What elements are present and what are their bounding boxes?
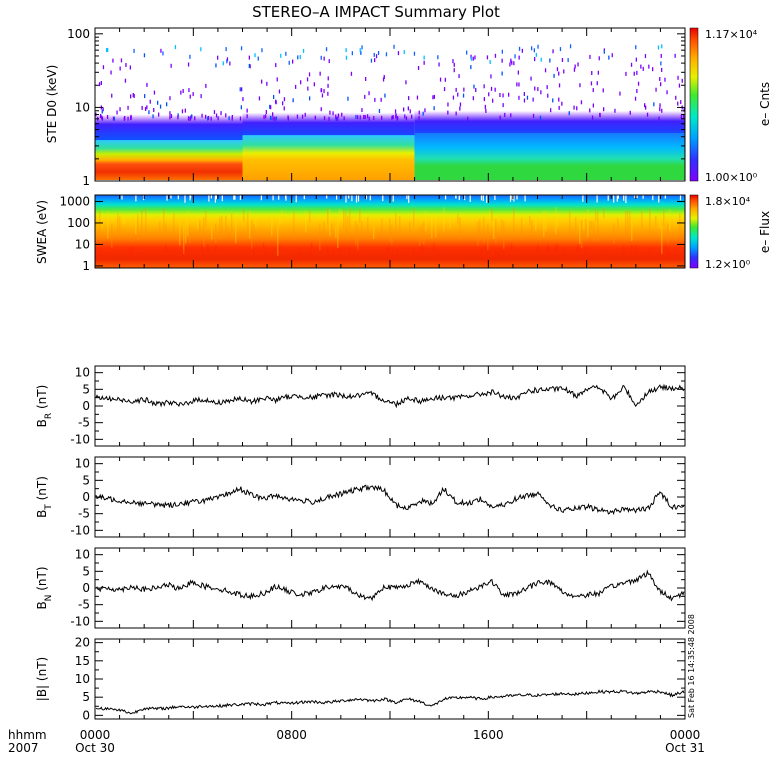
bt-plot-frame bbox=[94, 456, 686, 538]
swea-spectrogram bbox=[95, 195, 687, 268]
bt-y-axis: 10 5 0 -5 -10 bbox=[70, 457, 685, 537]
y-tick-label: 10 bbox=[75, 548, 90, 562]
ste-d0-y-tick-label: 100 bbox=[67, 27, 90, 41]
y-tick-label: 5 bbox=[82, 690, 90, 704]
x-tick-date-label: Oct 31 bbox=[665, 741, 705, 755]
swea-colorbar-label: e– Flux bbox=[758, 211, 772, 253]
y-tick-label: 0 bbox=[82, 708, 90, 722]
ste-d0-y-tick-label: 10 bbox=[75, 100, 90, 114]
ste-d0-y-axis: 1 10 100 bbox=[67, 27, 685, 188]
x-tick-label: 0000 bbox=[670, 728, 701, 742]
bmag-y-axis: 20 15 10 5 0 bbox=[75, 636, 685, 722]
br-plot-frame bbox=[94, 365, 686, 447]
ste-d0-spectrogram bbox=[95, 44, 685, 180]
ste-d0-colorbar-min: 1.00×10⁰ bbox=[705, 171, 758, 184]
x-axis-year-label: 2007 bbox=[8, 741, 39, 755]
bt-panel: 10 5 0 -5 -10 BT (nT) bbox=[35, 456, 686, 538]
generation-timestamp: Sat Feb 16 14:35:48 2008 bbox=[687, 614, 696, 718]
y-tick-label: -5 bbox=[78, 598, 90, 612]
swea-y-tick-label: 1000 bbox=[59, 194, 90, 208]
ste-d0-colorbar-max: 1.17×10⁴ bbox=[705, 28, 758, 41]
ste-d0-colorbar bbox=[689, 27, 699, 182]
bmag-plot-frame bbox=[94, 638, 686, 720]
y-tick-label: -10 bbox=[70, 523, 90, 537]
swea-colorbar-max: 1.8×10⁴ bbox=[705, 195, 751, 208]
x-tick-label: 0800 bbox=[276, 728, 307, 742]
br-panel: 10 5 0 -5 -10 BR (nT) bbox=[35, 365, 686, 447]
y-tick-label: 5 bbox=[82, 473, 90, 487]
br-y-label: BR (nT) bbox=[35, 385, 54, 428]
y-tick-label: 0 bbox=[82, 490, 90, 504]
ste-d0-y-tick-label: 1 bbox=[82, 174, 90, 188]
y-tick-label: -5 bbox=[78, 507, 90, 521]
x-axis-row-label: hhmm bbox=[8, 728, 47, 742]
br-y-axis: 10 5 0 -5 -10 bbox=[70, 366, 685, 446]
x-tick-label: 0000 bbox=[80, 728, 111, 742]
swea-panel: 1 10 100 1000 SWEA (eV) 1.8×10⁴ 1.2×10⁰ e– … bbox=[35, 194, 772, 272]
y-tick-label: 10 bbox=[75, 457, 90, 471]
x-tick-date-label: Oct 30 bbox=[75, 741, 115, 755]
swea-y-tick-label: 1 bbox=[82, 259, 90, 273]
swea-colorbar-min: 1.2×10⁰ bbox=[705, 258, 751, 271]
bn-series-line bbox=[95, 569, 685, 602]
ste-d0-panel: 1 10 100 STE D0 (keV) 1.17×10⁴ 1.00×10⁰ e–… bbox=[45, 27, 772, 188]
x-tick-label: 1600 bbox=[473, 728, 504, 742]
swea-colorbar bbox=[689, 194, 699, 269]
y-tick-label: 5 bbox=[82, 564, 90, 578]
y-tick-label: 15 bbox=[75, 654, 90, 668]
y-tick-label: 0 bbox=[82, 581, 90, 595]
swea-y-label: SWEA (eV) bbox=[35, 200, 49, 264]
y-tick-label: 20 bbox=[75, 636, 90, 650]
bn-y-axis: 10 5 0 -5 -10 bbox=[70, 548, 685, 628]
bn-panel: 10 5 0 -5 -10 BN (nT) bbox=[35, 547, 686, 629]
bt-series-line bbox=[95, 484, 685, 516]
ste-d0-colorbar-label: e– Cnts bbox=[758, 82, 772, 126]
figure-title: STEREO–A IMPACT Summary Plot bbox=[252, 3, 500, 21]
ste-d0-y-label: STE D0 (keV) bbox=[45, 65, 59, 144]
y-tick-label: -10 bbox=[70, 432, 90, 446]
bn-y-label: BN (nT) bbox=[35, 566, 54, 609]
y-tick-label: 10 bbox=[75, 672, 90, 686]
y-tick-label: -5 bbox=[78, 416, 90, 430]
y-tick-label: 0 bbox=[82, 399, 90, 413]
swea-y-tick-label: 100 bbox=[67, 216, 90, 230]
swea-y-tick-label: 10 bbox=[75, 237, 90, 251]
bmag-y-label: |B| (nT) bbox=[35, 657, 49, 701]
bt-y-label: BT (nT) bbox=[35, 476, 54, 518]
swea-y-axis: 1 10 100 1000 bbox=[59, 194, 685, 273]
y-tick-label: 5 bbox=[82, 382, 90, 396]
bmag-series-line bbox=[95, 689, 685, 715]
y-tick-label: -10 bbox=[70, 614, 90, 628]
bmag-panel: 20 15 10 5 0 |B| (nT) bbox=[35, 636, 686, 722]
br-series-line bbox=[95, 383, 685, 409]
y-tick-label: 10 bbox=[75, 366, 90, 380]
